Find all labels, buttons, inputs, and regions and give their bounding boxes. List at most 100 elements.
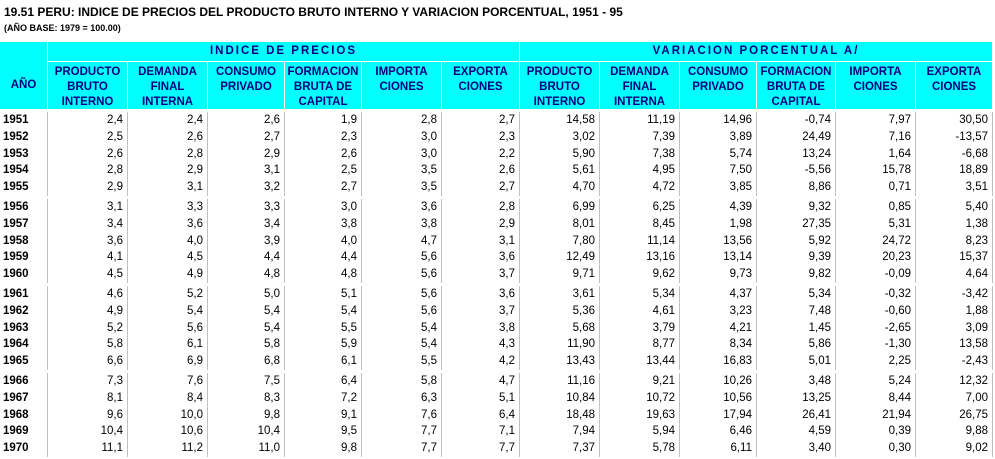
value-cell: 7,6	[128, 373, 208, 390]
value-cell: 3,0	[362, 145, 442, 163]
value-cell: 3,9	[208, 232, 285, 250]
value-cell: 7,37	[520, 440, 600, 457]
year-cell: 1954	[0, 162, 48, 180]
value-cell: 11,2	[128, 440, 208, 457]
value-cell: 5,36	[520, 302, 600, 320]
value-cell: 26,41	[757, 406, 836, 424]
value-cell: 7,2	[285, 389, 362, 407]
value-cell: 4,4	[285, 249, 362, 267]
value-cell: 2,6	[128, 128, 208, 146]
value-cell: 4,21	[680, 319, 757, 337]
year-cell: 1959	[0, 249, 48, 267]
value-cell: 14,58	[520, 112, 600, 129]
value-cell: 6,46	[680, 423, 757, 441]
value-cell: 11,19	[600, 112, 680, 129]
value-cell: 7,97	[836, 112, 916, 129]
value-cell: 13,43	[520, 353, 600, 370]
year-cell: 1952	[0, 128, 48, 146]
value-cell: 8,01	[520, 215, 600, 233]
value-cell: 2,7	[285, 179, 362, 196]
value-cell: 14,96	[680, 112, 757, 129]
value-cell: 9,88	[916, 423, 993, 441]
year-cell: 1953	[0, 145, 48, 163]
value-cell: 8,86	[757, 179, 836, 196]
value-cell: 3,1	[208, 162, 285, 180]
value-cell: 18,89	[916, 162, 993, 180]
value-cell: 6,11	[680, 440, 757, 457]
value-cell: 13,58	[916, 336, 993, 354]
value-cell: 5,6	[362, 302, 442, 320]
value-cell: 11,90	[520, 336, 600, 354]
value-cell: 9,5	[285, 423, 362, 441]
value-cell: 3,61	[520, 286, 600, 303]
value-cell: 5,1	[442, 389, 520, 407]
column-header: EXPORTA CIONES	[916, 62, 993, 110]
year-cell: 1958	[0, 232, 48, 250]
value-cell: 4,1	[48, 249, 128, 267]
value-cell: 5,34	[757, 286, 836, 303]
value-cell: 2,8	[362, 112, 442, 129]
value-cell: 4,95	[600, 162, 680, 180]
value-cell: 0,39	[836, 423, 916, 441]
value-cell: 13,25	[757, 389, 836, 407]
value-cell: 5,68	[520, 319, 600, 337]
value-cell: 9,21	[600, 373, 680, 390]
value-cell: 1,88	[916, 302, 993, 320]
value-cell: 11,0	[208, 440, 285, 457]
value-cell: 5,9	[285, 336, 362, 354]
value-cell: 4,64	[916, 266, 993, 283]
value-cell: 6,99	[520, 199, 600, 216]
value-cell: 5,34	[600, 286, 680, 303]
value-cell: 4,0	[128, 232, 208, 250]
value-cell: 5,8	[48, 336, 128, 354]
value-cell: 8,44	[836, 389, 916, 407]
value-cell: 3,3	[128, 199, 208, 216]
value-cell: 5,4	[285, 302, 362, 320]
value-cell: 18,48	[520, 406, 600, 424]
value-cell: 2,6	[48, 145, 128, 163]
value-cell: 5,92	[757, 232, 836, 250]
value-cell: 3,85	[680, 179, 757, 196]
value-cell: 5,5	[362, 353, 442, 370]
value-cell: 9,82	[757, 266, 836, 283]
value-cell: 1,38	[916, 215, 993, 233]
value-cell: 5,8	[208, 336, 285, 354]
value-cell: 15,37	[916, 249, 993, 267]
value-cell: 3,5	[362, 179, 442, 196]
column-header: PRODUCTO BRUTO INTERNO	[48, 62, 128, 110]
value-cell: 4,39	[680, 199, 757, 216]
value-cell: 5,78	[600, 440, 680, 457]
year-cell: 1962	[0, 302, 48, 320]
value-cell: 5,86	[757, 336, 836, 354]
value-cell: 4,8	[208, 266, 285, 283]
value-cell: 2,4	[48, 112, 128, 129]
value-cell: -0,32	[836, 286, 916, 303]
value-cell: 11,16	[520, 373, 600, 390]
value-cell: 2,9	[128, 162, 208, 180]
value-cell: 4,7	[362, 232, 442, 250]
value-cell: -13,57	[916, 128, 993, 146]
value-cell: -3,42	[916, 286, 993, 303]
value-cell: 2,7	[208, 128, 285, 146]
value-cell: 4,9	[128, 266, 208, 283]
value-cell: 3,6	[362, 199, 442, 216]
value-cell: -1,30	[836, 336, 916, 354]
value-cell: 3,6	[128, 215, 208, 233]
value-cell: 8,34	[680, 336, 757, 354]
value-cell: 10,6	[128, 423, 208, 441]
value-cell: 2,8	[48, 162, 128, 180]
year-cell: 1961	[0, 286, 48, 303]
value-cell: 9,8	[285, 440, 362, 457]
value-cell: 0,30	[836, 440, 916, 457]
column-header: FORMACION BRUTA DE CAPITAL	[285, 62, 362, 110]
value-cell: 7,50	[680, 162, 757, 180]
value-cell: 3,40	[757, 440, 836, 457]
year-cell: 1951	[0, 112, 48, 129]
value-cell: 4,70	[520, 179, 600, 196]
value-cell: 10,56	[680, 389, 757, 407]
value-cell: 5,0	[208, 286, 285, 303]
year-cell: 1968	[0, 406, 48, 424]
value-cell: 7,7	[442, 440, 520, 457]
value-cell: 4,59	[757, 423, 836, 441]
